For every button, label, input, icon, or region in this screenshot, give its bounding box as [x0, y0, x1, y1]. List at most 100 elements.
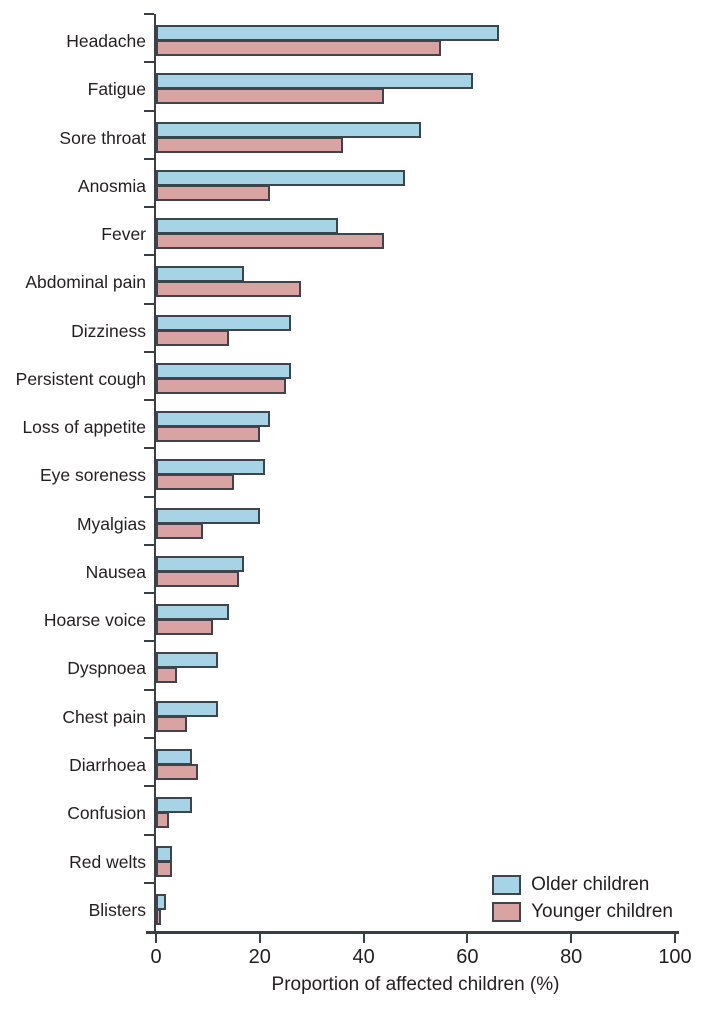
bar-older-children [156, 121, 421, 138]
category-label: Dizziness [71, 320, 146, 341]
category-label: Hoarse voice [43, 610, 146, 631]
category-label: Abdominal pain [25, 272, 146, 293]
bar-younger-children [156, 474, 234, 491]
y-tick [144, 254, 154, 257]
bar-older-children [156, 459, 265, 476]
category-row: Loss of appetite [22, 399, 675, 448]
y-tick [144, 736, 154, 739]
y-tick [144, 495, 154, 498]
bar-older-children [156, 266, 245, 283]
x-tick [570, 934, 573, 943]
y-tick [144, 206, 154, 209]
y-tick [144, 109, 154, 112]
y-tick [144, 447, 154, 450]
bar-older-children [156, 748, 193, 765]
category-label: Confusion [67, 803, 146, 824]
bar-older-children [156, 845, 172, 862]
legend-swatch-younger-children [492, 902, 522, 922]
category-label: Headache [66, 31, 146, 51]
category-row: Persistent cough [16, 350, 675, 400]
bar-younger-children [156, 329, 229, 346]
bar-older-children [156, 893, 167, 910]
bar-younger-children [156, 426, 260, 443]
category-row: Hoarse voice [44, 592, 675, 641]
legend-swatch-older-children [492, 875, 522, 895]
bar-older-children [156, 700, 219, 717]
bar-younger-children [156, 908, 162, 925]
legend-item-older-children: Older children [492, 874, 673, 896]
bar-younger-children [156, 860, 172, 877]
y-tick [144, 399, 154, 402]
category-row: Myalgias [77, 495, 675, 545]
category-row: Diarrhoea [69, 736, 675, 786]
category-row: Sore throat [59, 109, 675, 159]
y-tick [144, 157, 154, 160]
y-tick [144, 13, 154, 15]
x-tick-label: 80 [560, 946, 583, 968]
bar-younger-children [156, 40, 442, 56]
category-row: Dizziness [71, 302, 675, 352]
category-label: Loss of appetite [22, 417, 146, 438]
x-axis-title: Proportion of affected children (%) [271, 974, 560, 995]
legend-label: Older children [531, 874, 650, 895]
category-row: Dyspnoea [67, 640, 675, 689]
category-row: Fatigue [88, 61, 675, 110]
y-tick [144, 688, 154, 691]
y-tick [144, 302, 154, 305]
x-tick [258, 934, 261, 943]
category-row: Chest pain [62, 688, 675, 738]
category-label: Nausea [85, 561, 146, 582]
bar-younger-children [156, 281, 302, 298]
x-tick [674, 934, 676, 943]
category-row: Fever [101, 206, 675, 255]
category-label: Chest pain [62, 706, 146, 727]
bar-older-children [156, 411, 271, 428]
bar-older-children [156, 169, 406, 186]
bar-younger-children [156, 812, 169, 829]
y-tick [144, 881, 154, 884]
category-label: Diarrhoea [69, 754, 146, 775]
bar-younger-children [156, 88, 385, 105]
bar-younger-children [156, 715, 188, 732]
bar-younger-children [156, 570, 240, 587]
bar-younger-children [156, 667, 177, 684]
y-tick [144, 640, 154, 643]
bar-older-children [156, 362, 291, 379]
x-tick-label: 0 [150, 946, 162, 968]
bar-older-children [156, 507, 260, 524]
y-tick [144, 785, 154, 788]
category-row: Blisters [89, 881, 675, 931]
x-tick-label: 40 [352, 946, 375, 968]
bar-older-children [156, 652, 219, 669]
legend-label: Younger children [531, 901, 673, 922]
category-label: Sore throat [59, 127, 146, 148]
bar-younger-children [156, 184, 271, 201]
y-tick [144, 61, 154, 64]
bar-younger-children [156, 136, 343, 153]
legend-item-younger-children: Younger children [492, 901, 673, 923]
category-row: Nausea [86, 543, 675, 593]
bar-older-children [156, 73, 473, 90]
chart-rows: Headache Fatigue Sore throat Anosmia Fever Ab… [16, 13, 675, 931]
bar-younger-children [156, 619, 214, 636]
bar-younger-children [156, 763, 198, 780]
y-tick [144, 543, 154, 546]
bar-older-children [156, 604, 229, 621]
bar-older-children [156, 555, 245, 572]
y-tick [144, 833, 154, 836]
x-tick-label: 20 [248, 946, 271, 968]
category-row: Anosmia [78, 157, 675, 207]
category-label: Dyspnoea [67, 658, 146, 679]
bar-older-children [156, 797, 193, 814]
y-tick [144, 592, 154, 595]
bar-older-children [156, 25, 499, 41]
legend: Older children Younger children [492, 874, 673, 923]
category-label: Anosmia [77, 175, 146, 196]
category-label: Myalgias [76, 513, 146, 534]
category-row: Red welts [69, 833, 675, 883]
bar-younger-children [156, 522, 203, 539]
x-tick-label: 100 [658, 946, 692, 968]
category-row: Abdominal pain [25, 254, 675, 303]
bar-older-children [156, 218, 338, 235]
